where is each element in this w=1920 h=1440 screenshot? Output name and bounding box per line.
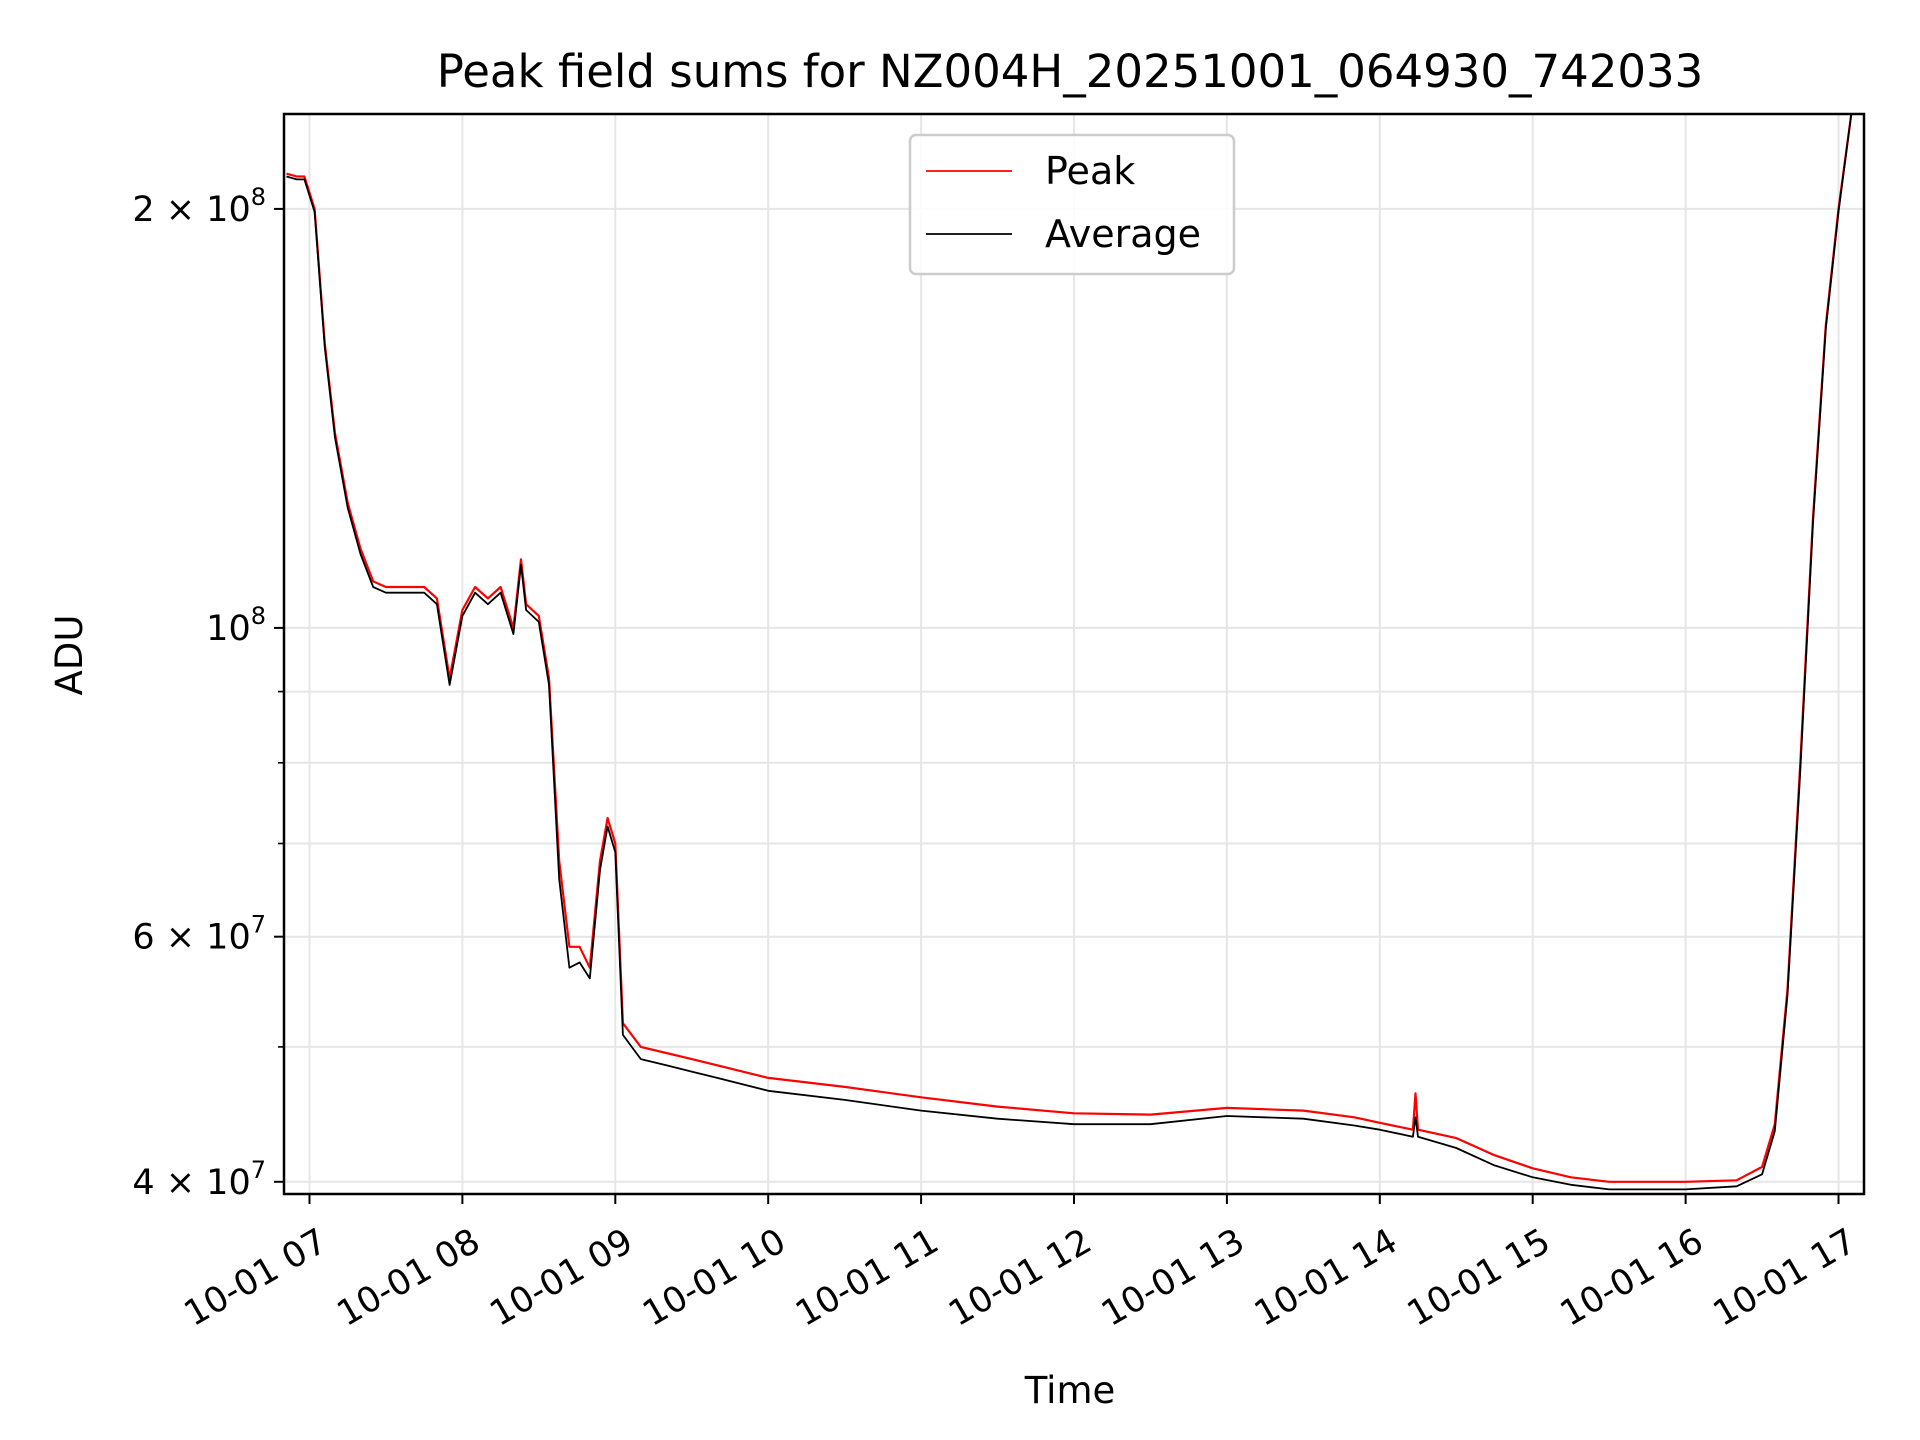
y-tick-label-base: 2 × 10	[132, 190, 250, 230]
chart-title: Peak field sums for NZ004H_20251001_0649…	[437, 45, 1704, 98]
y-tick-label: 2 × 108	[132, 183, 266, 230]
y-tick-label-exponent: 7	[251, 1156, 266, 1184]
legend-label-average: Average	[1045, 212, 1201, 256]
y-tick-label: 6 × 107	[132, 911, 266, 958]
legend: Peak Average	[908, 133, 1236, 276]
y-tick-label: 108	[206, 602, 266, 649]
y-axis-title: ADU	[48, 615, 91, 696]
y-tick-label-base: 6 × 10	[132, 918, 250, 958]
legend-label-peak: Peak	[1045, 149, 1135, 193]
legend-box	[908, 133, 1236, 276]
series-line-average	[286, 114, 1853, 1191]
y-tick-label-base: 10	[206, 609, 251, 649]
y-tick-label-exponent: 8	[251, 602, 266, 630]
series-line-peak	[286, 114, 1853, 1183]
y-tick-label-exponent: 8	[251, 183, 266, 211]
series-layer	[286, 114, 1853, 1191]
y-tick-label-base: 4 × 10	[132, 1163, 250, 1203]
x-axis-title: Time	[1024, 1369, 1116, 1412]
y-tick-label-exponent: 7	[251, 911, 266, 939]
y-tick-label: 4 × 107	[132, 1156, 266, 1203]
